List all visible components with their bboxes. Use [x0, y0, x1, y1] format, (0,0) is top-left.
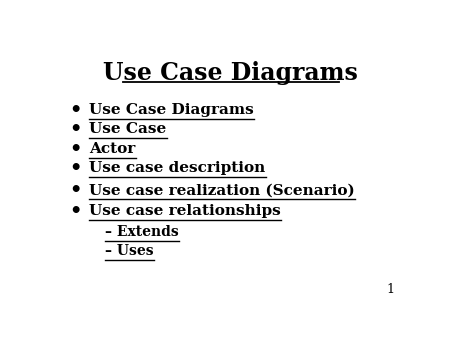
Text: Use Case Diagrams: Use Case Diagrams [103, 62, 358, 86]
Text: •: • [69, 181, 81, 199]
Text: Use case realization (Scenario): Use case realization (Scenario) [90, 183, 355, 197]
Text: – Uses: – Uses [105, 244, 154, 258]
Text: •: • [69, 159, 81, 177]
Text: Use Case: Use Case [90, 122, 166, 136]
Text: Actor: Actor [90, 142, 135, 155]
Text: •: • [69, 202, 81, 220]
Text: – Extends: – Extends [105, 225, 179, 239]
Text: •: • [69, 100, 81, 119]
Text: •: • [69, 140, 81, 158]
Text: Use Case Diagrams: Use Case Diagrams [90, 102, 254, 117]
Text: Use case relationships: Use case relationships [90, 204, 281, 218]
Text: •: • [69, 120, 81, 138]
Text: 1: 1 [387, 283, 395, 296]
Text: Use case description: Use case description [90, 161, 266, 175]
